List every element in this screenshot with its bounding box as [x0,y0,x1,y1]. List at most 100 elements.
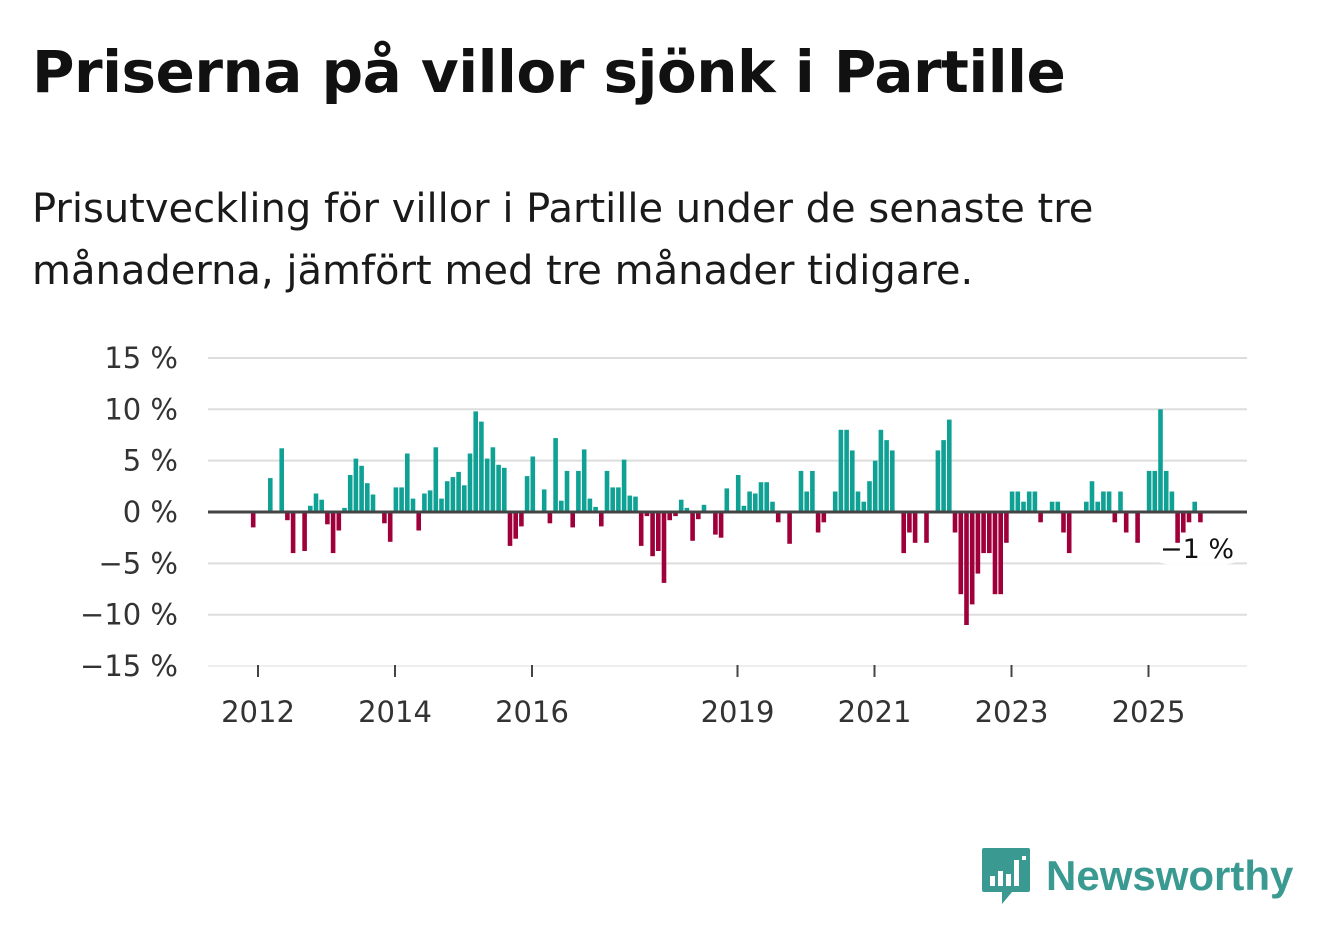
bar [422,493,427,512]
bar [884,440,889,512]
bar [581,449,587,512]
bar [975,512,981,574]
bar [855,491,861,512]
bar [462,485,467,512]
bar [1158,409,1163,512]
bar [673,512,678,517]
bar [1101,491,1106,512]
bar [308,505,313,512]
bar [1118,491,1123,512]
bar [365,483,370,512]
bar [490,447,496,512]
bar [1032,491,1038,512]
bar [473,411,478,512]
bar [912,512,918,543]
bar [290,512,296,554]
bar [325,512,330,525]
bars [250,409,1203,625]
bar [433,447,439,512]
bar [867,481,872,512]
bar [1026,491,1032,512]
bar [644,512,650,517]
annotation-group: −1 % [1155,534,1239,566]
bar [513,512,518,539]
bar [981,512,986,554]
bar [810,470,815,512]
bar [370,494,376,512]
x-tick-label: 2012 [221,695,295,729]
bar [616,487,621,512]
bar [1061,512,1066,533]
bar [570,512,575,528]
bar [941,440,946,512]
bar [1146,470,1152,512]
bar [1038,512,1043,523]
bar [564,470,570,512]
bar [696,512,701,520]
bar [1084,501,1089,512]
bar [621,459,627,512]
bar [661,512,667,583]
bar [815,512,821,533]
bar [467,453,473,512]
bar [1004,512,1009,543]
bar [650,512,655,557]
bar [553,438,558,512]
bar [524,476,530,512]
y-tick-label: −15 % [80,649,178,683]
bar [502,467,507,512]
bar [530,456,536,512]
bar [1015,491,1021,512]
bar [444,481,450,512]
bar [1186,512,1192,523]
bar [701,504,707,512]
bar [250,512,256,528]
bar [753,493,758,512]
bar [268,478,273,512]
bar [541,489,547,512]
bar [633,496,638,512]
bar [878,429,884,512]
chart-title: Priserna på villor sjönk i Partille [32,38,1066,106]
bar [387,512,393,542]
bar [804,491,809,512]
bar [593,506,598,512]
bar [604,470,610,512]
bar [998,512,1003,595]
x-tick-label: 2025 [1112,695,1186,729]
bar [901,512,906,554]
bar [330,512,336,554]
grid-lines [208,356,1247,667]
bar [735,475,741,512]
bar [969,512,975,605]
bar [656,512,661,551]
bar [690,512,695,541]
bar [1095,501,1100,512]
bar [1049,501,1055,512]
brand-logo: Newsworthy [980,846,1293,906]
annotation-halo [1155,554,1239,566]
y-tick-label: 10 % [104,392,178,426]
bar [313,493,319,512]
bar [302,512,307,551]
bar [1021,501,1026,512]
bar [872,460,878,512]
bar [1181,512,1186,533]
bar [336,512,342,531]
bar [844,429,849,512]
bar [547,512,553,524]
y-axis-labels: 15 % 10 % 5 % 0 % −5 % −10 % −15 % [80,341,178,683]
bar [319,499,324,512]
bar [718,512,724,538]
bar [359,465,364,512]
bar [599,512,604,527]
bar [987,512,992,554]
bar [684,507,690,512]
x-tick-label: 2016 [495,695,569,729]
chart-subtitle: Prisutveckling för villor i Partille und… [32,186,1094,294]
bar [667,512,672,521]
bar [410,498,416,512]
bar [382,512,387,524]
bar [821,512,827,523]
bar [764,482,769,512]
